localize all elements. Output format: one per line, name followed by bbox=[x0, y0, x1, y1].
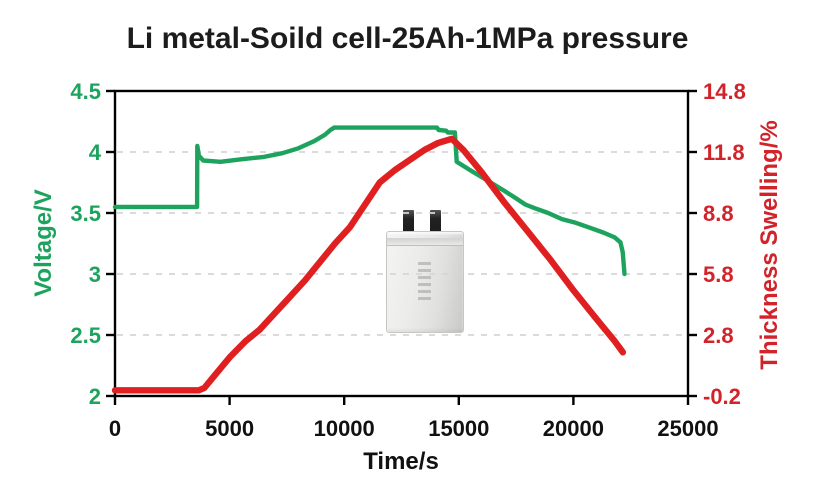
left-tick-label: 2.5 bbox=[70, 323, 101, 348]
chart-title: Li metal-Soild cell-25Ah-1MPa pressure bbox=[126, 22, 689, 55]
battery-body bbox=[386, 231, 464, 333]
left-tick-label: 2 bbox=[89, 384, 101, 409]
battery-tab-icon bbox=[403, 210, 414, 235]
left-tick-label: 4.5 bbox=[70, 79, 101, 104]
right-tick-label: -0.2 bbox=[703, 384, 741, 409]
right-tick-label: 5.8 bbox=[703, 262, 734, 287]
plot-frame bbox=[113, 89, 690, 398]
left-tick-label: 3 bbox=[89, 262, 101, 287]
x-tick-label: 0 bbox=[109, 416, 121, 441]
right-tick-label: 2.8 bbox=[703, 323, 734, 348]
x-tick-label: 5000 bbox=[205, 416, 254, 441]
left-tick-label: 4 bbox=[89, 140, 102, 165]
series-line-thickness-swelling bbox=[111, 135, 627, 394]
pouch-cell-battery-photo bbox=[385, 210, 465, 333]
x-tick-label: 15000 bbox=[428, 416, 489, 441]
right-tick-label: 8.8 bbox=[703, 201, 734, 226]
right-tick-label: 11.8 bbox=[703, 140, 745, 165]
x-tick-label: 10000 bbox=[314, 416, 375, 441]
battery-seal bbox=[387, 238, 463, 246]
x-tick-label: 20000 bbox=[543, 416, 604, 441]
right-tick-label: 14.8 bbox=[703, 79, 746, 104]
left-tick-label: 3.5 bbox=[70, 201, 101, 226]
series-line-voltage bbox=[112, 125, 627, 277]
x-tick-label: 25000 bbox=[657, 416, 718, 441]
battery-tiny-label bbox=[418, 262, 431, 302]
battery-tab-icon bbox=[430, 210, 441, 235]
x-axis-title: Time/s bbox=[363, 448, 439, 475]
